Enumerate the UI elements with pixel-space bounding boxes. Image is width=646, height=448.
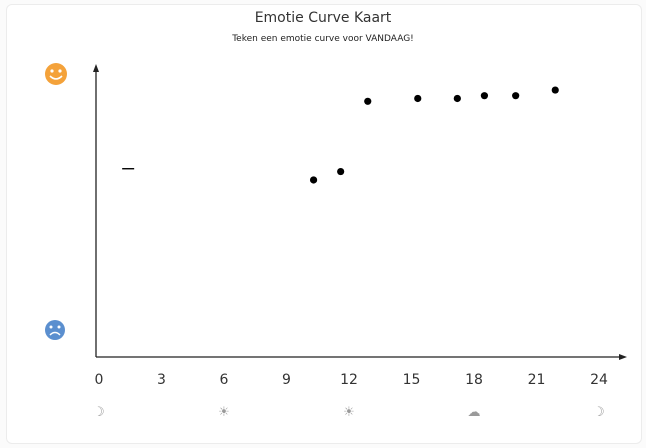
data-point-0 (309, 176, 318, 184)
data-point-6 (512, 92, 520, 100)
x-tick-label: 6 (219, 372, 229, 388)
data-point-3 (414, 94, 422, 103)
chart-title: Emotie Curve Kaart (254, 10, 392, 26)
x-tick-label: 9 (282, 372, 291, 388)
chart-card (6, 4, 642, 444)
data-point-5 (480, 92, 489, 100)
data-point-1 (337, 167, 345, 176)
x-tick-label: 12 (340, 372, 358, 388)
x-tick-label: 18 (465, 372, 483, 388)
moon-icon: ☽ (593, 405, 605, 420)
data-point-7 (551, 86, 559, 94)
x-tick-label: 21 (527, 372, 546, 388)
y-axis-arrow (93, 64, 99, 72)
x-tick-label: 15 (402, 372, 421, 388)
data-point-2 (364, 97, 372, 105)
moon-icon: ☽ (93, 405, 105, 420)
sun-icon: ☀ (343, 405, 355, 420)
sunrise-icon: ☀ (218, 405, 230, 420)
sunset-icon: ☁ (467, 405, 481, 420)
chart-subtitle: Teken een emotie curve voor VANDAAG! (232, 34, 414, 44)
x-tick-label: 24 (590, 372, 608, 388)
data-point-4 (453, 94, 461, 103)
x-axis-arrow (619, 354, 627, 360)
x-tick-label: 3 (157, 372, 166, 388)
x-tick-label: 0 (94, 372, 104, 388)
